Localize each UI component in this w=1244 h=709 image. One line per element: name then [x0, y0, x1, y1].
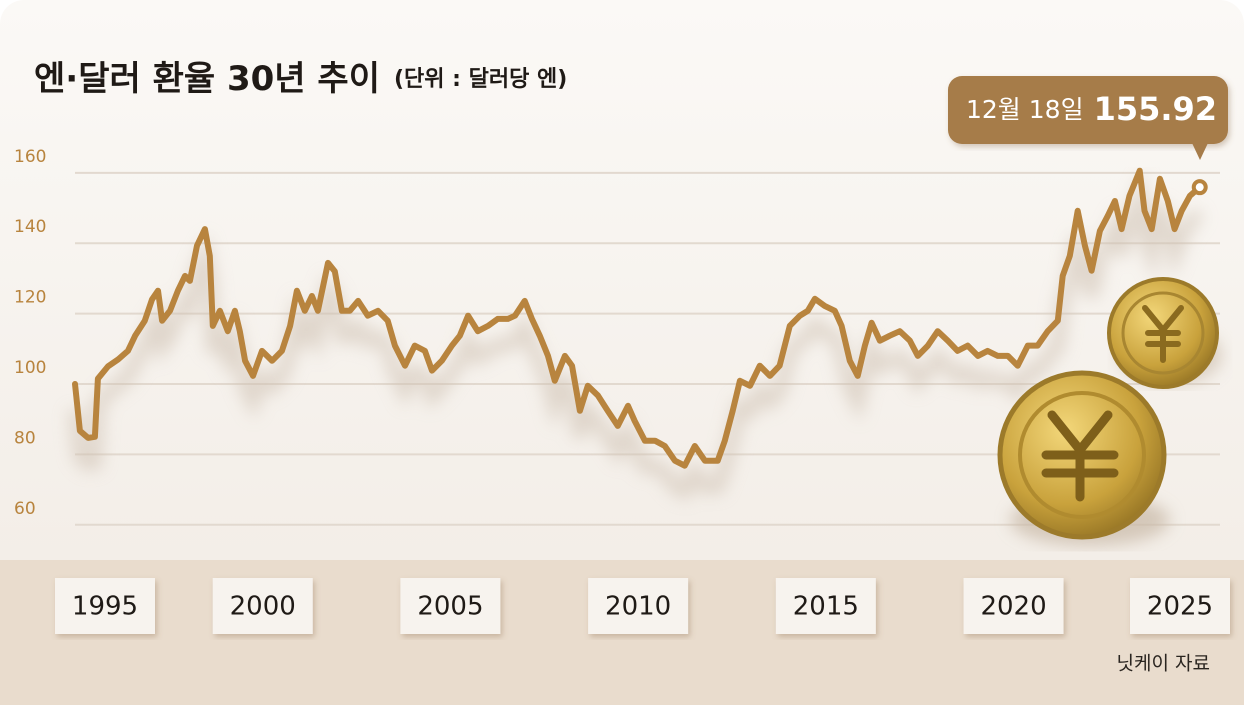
callout: 12월 18일 155.92 [948, 76, 1228, 160]
x-tick-label: 2005 [417, 592, 483, 622]
end-marker [1191, 179, 1208, 196]
grid: 60 80 100 120 140 160 1995 2000 2005 2010 2015 2020… [14, 147, 1230, 634]
y-tick-label: 80 [14, 428, 36, 448]
y-tick-label: 140 [14, 217, 46, 237]
x-tick-box [400, 578, 501, 634]
title: 엔·달러 환율 30년 추이 [34, 59, 380, 99]
x-tick-label: 2010 [605, 592, 671, 622]
x-tick-box [963, 578, 1064, 634]
x-tick-label: 2000 [230, 592, 296, 622]
x-tick-label: 2015 [793, 592, 859, 622]
coins [997, 277, 1222, 546]
x-tick-box [1130, 578, 1230, 634]
chart-title: 엔·달러 환율 30년 추이 (단위 : 달러당 엔) [34, 59, 567, 99]
x-tick-box [588, 578, 689, 634]
line [72, 167, 1203, 469]
x-tick-box [212, 578, 313, 634]
x-tick-label: 1995 [72, 592, 138, 622]
y-tick-label: 160 [14, 147, 46, 167]
value-label: 155.92 [1094, 90, 1217, 128]
x-tick-box [55, 578, 155, 634]
x-tick-label: 2020 [980, 592, 1046, 622]
subtitle: (단위 : 달러당 엔) [394, 67, 567, 92]
y-tick-label: 100 [14, 358, 46, 378]
callout-pointer [1192, 143, 1208, 160]
x-tick-box [775, 578, 876, 634]
annotation: 12월 18일 [966, 95, 1084, 124]
callout-box [948, 76, 1228, 144]
callout-text: 12월 18일 155.92 [966, 90, 1217, 128]
x-tick-label: 2025 [1147, 592, 1213, 622]
source: 닛케이 자료 [1117, 653, 1210, 675]
y-tick-label: 60 [14, 499, 36, 519]
y-tick-label: 120 [14, 288, 46, 308]
plot [68, 167, 1208, 502]
line-shadow [68, 169, 1205, 502]
